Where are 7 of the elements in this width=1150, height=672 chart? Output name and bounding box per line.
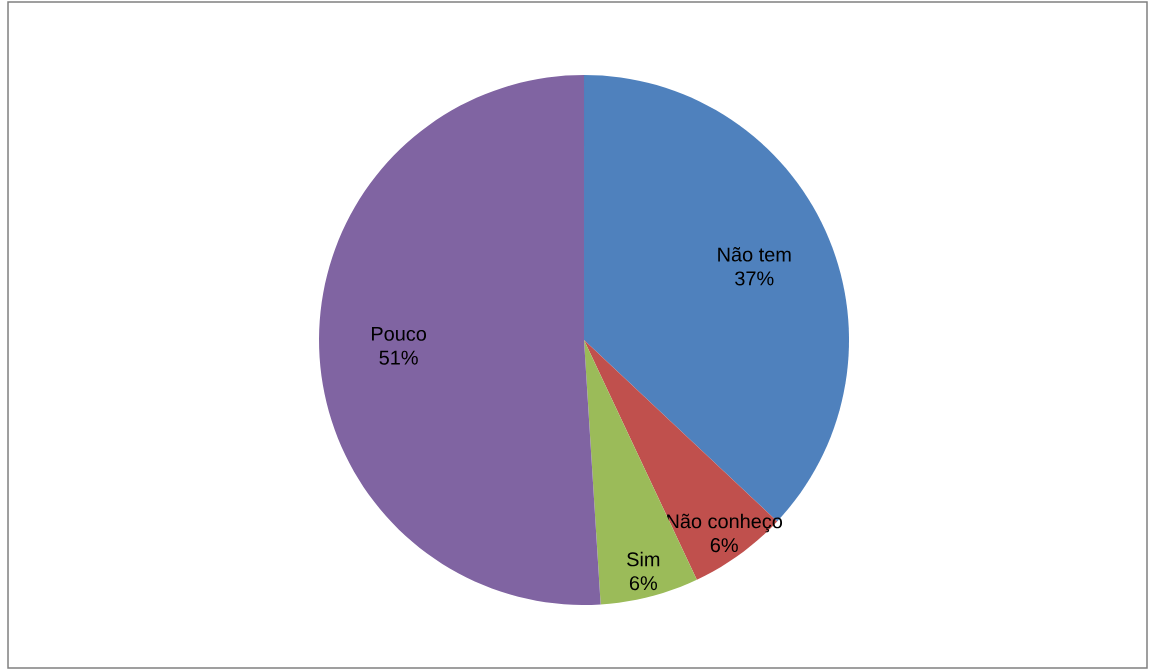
data-label: 6% — [629, 576, 658, 591]
data-label: 51% — [379, 350, 418, 365]
slice-label: Não tem — [718, 247, 791, 262]
slice-label: Sim — [627, 551, 660, 567]
data-label: 37% — [735, 271, 774, 286]
slice-label: Pouco — [372, 326, 427, 341]
data-label: 6% — [710, 538, 738, 553]
